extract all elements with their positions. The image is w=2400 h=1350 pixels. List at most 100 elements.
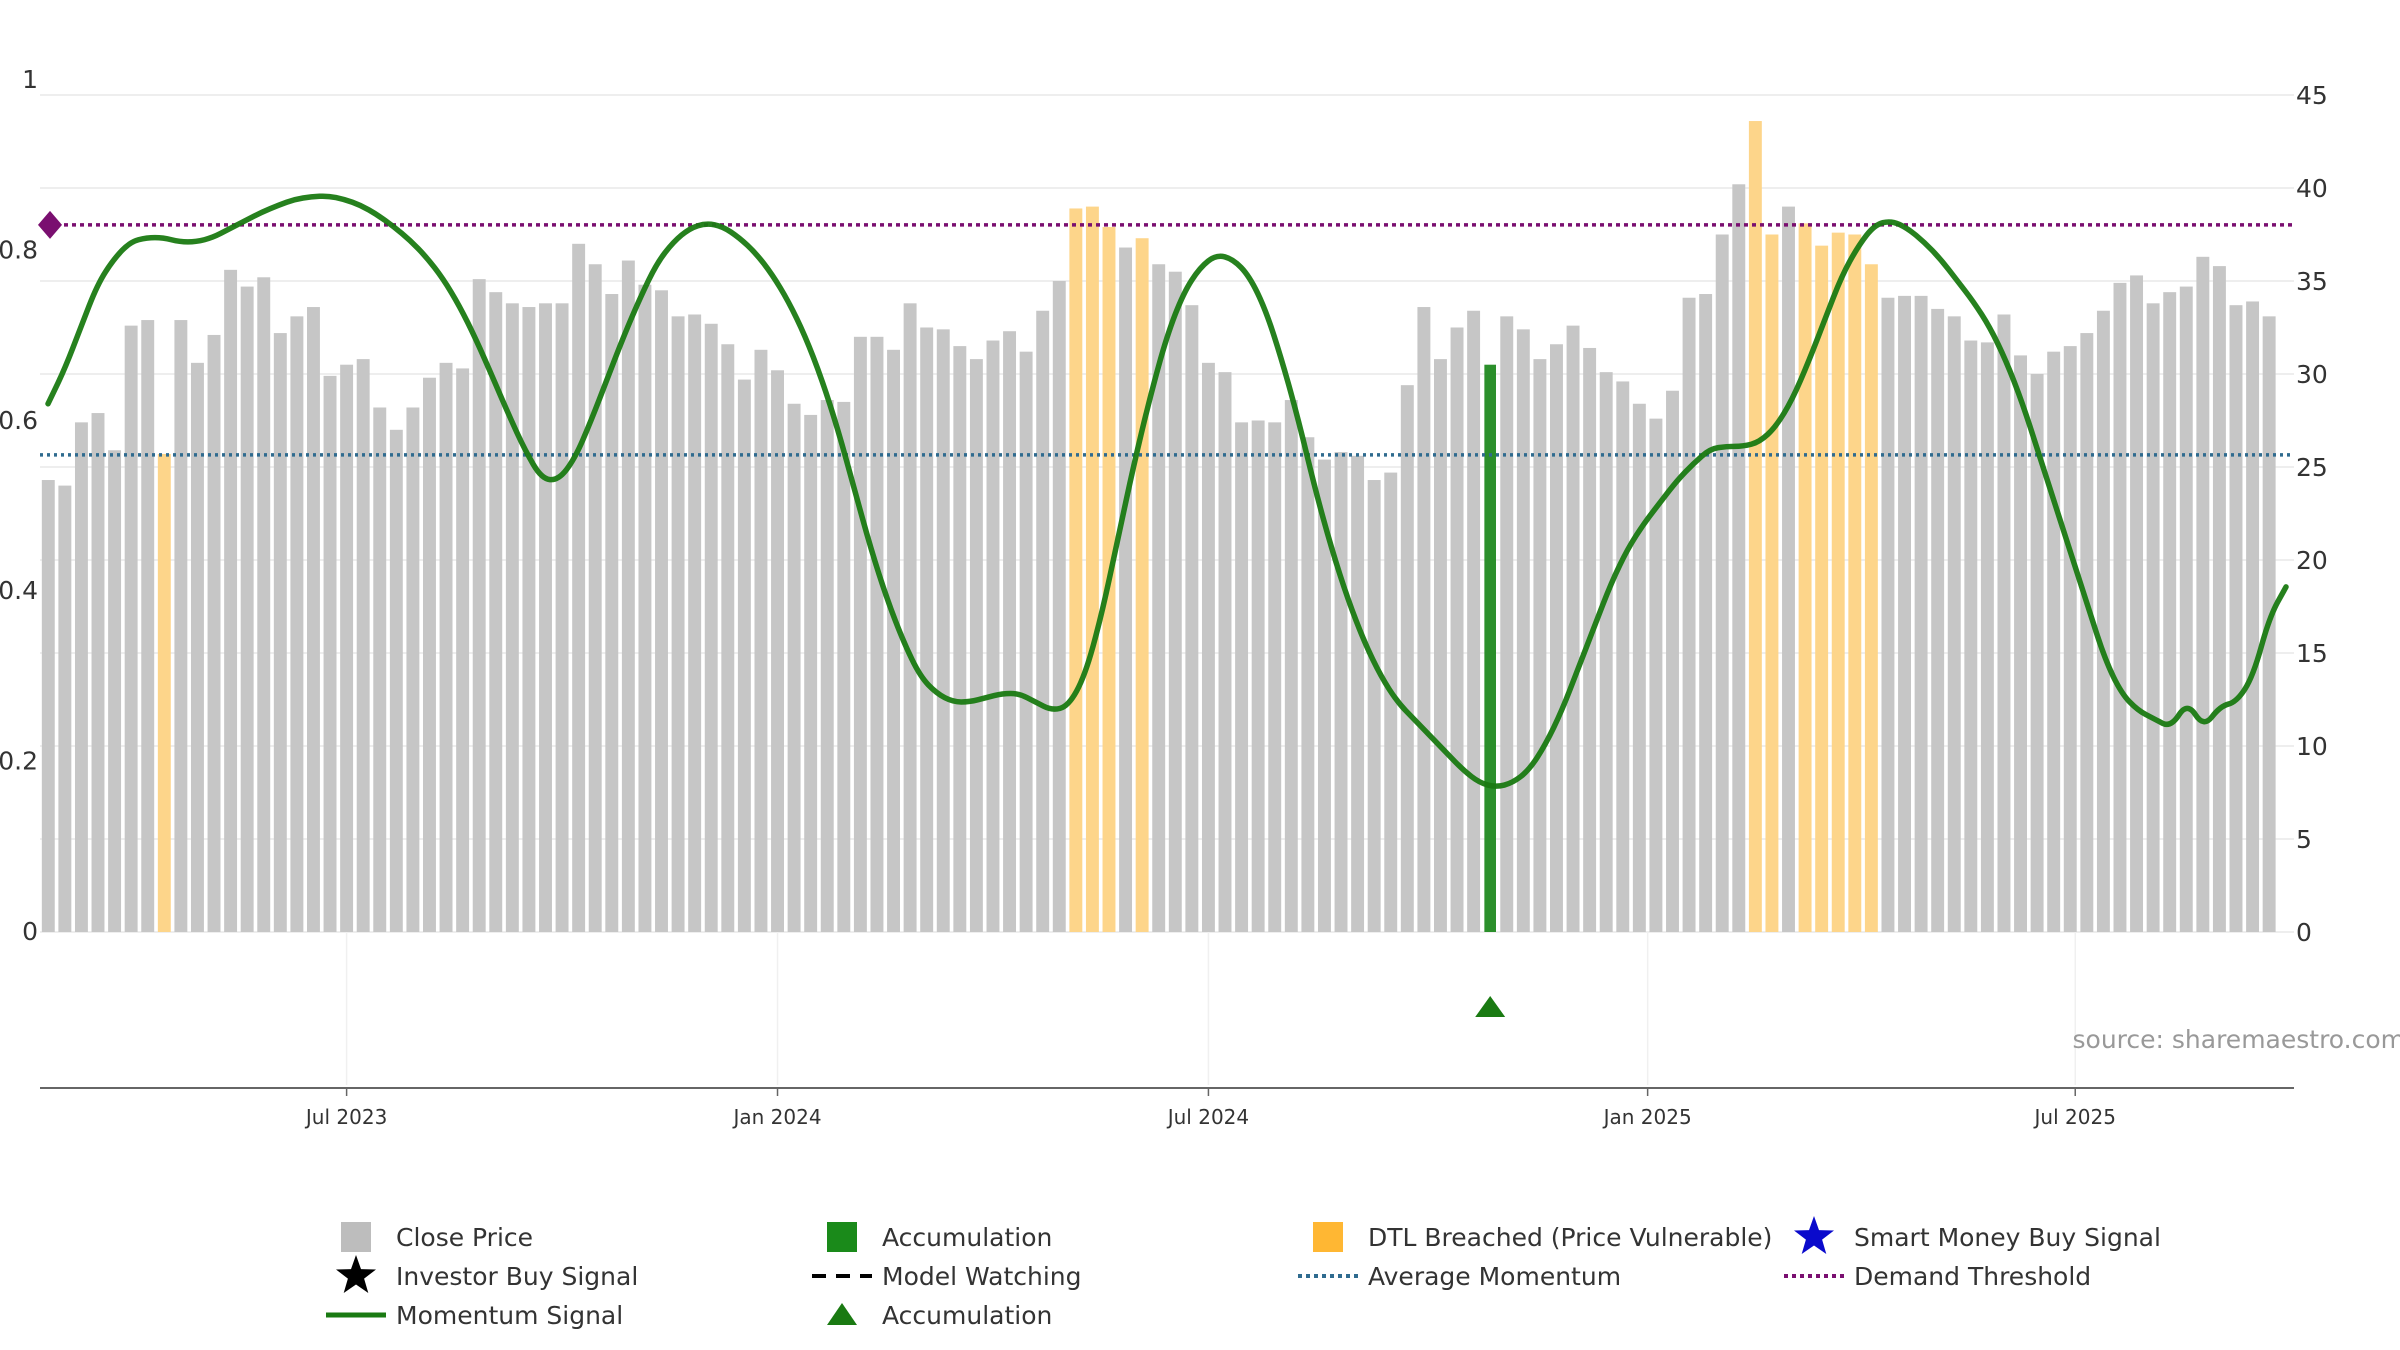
close-price-bar (1317, 459, 1331, 932)
close-price-bar (804, 414, 818, 932)
left-tick-label: 1 (22, 65, 38, 94)
legend-item: Model Watching (812, 1262, 1082, 1291)
close-price-bar (1599, 372, 1613, 932)
close-price-bar (1566, 325, 1580, 932)
close-price-bar (1268, 422, 1282, 932)
right-tick-label: 25 (2296, 453, 2328, 482)
close-price-bar (1732, 184, 1746, 932)
close-price-bar (257, 277, 271, 932)
close-price-bar (489, 292, 503, 932)
close-price-bar (2212, 266, 2226, 932)
legend-swatch (341, 1222, 371, 1252)
dtl-breached-bar (1815, 245, 1829, 932)
x-tick-label: Jan 2024 (731, 1105, 821, 1129)
close-price-bar (1500, 316, 1514, 933)
close-price-bar (273, 333, 287, 933)
accumulation-triangle-marker (1475, 996, 1506, 1017)
close-price-bar (323, 375, 337, 932)
close-price-bar (1450, 327, 1464, 932)
close-price-bar (936, 329, 950, 932)
close-price-bar (1384, 472, 1398, 932)
close-price-bar (1019, 351, 1033, 932)
close-price-bar (1682, 297, 1696, 932)
close-price-bar (1550, 344, 1563, 932)
close-price-bar (2030, 374, 2044, 932)
close-price-bar (2130, 275, 2144, 932)
close-price-bar (621, 260, 635, 932)
close-price-bar (190, 362, 204, 933)
legend-label: Demand Threshold (1854, 1262, 2091, 1291)
close-price-bar (853, 336, 867, 932)
close-price-bar (1931, 308, 1945, 932)
close-price-bar (820, 400, 834, 932)
close-price-bar (1947, 316, 1961, 933)
close-price-bar (1218, 372, 1232, 932)
legend-swatch (827, 1222, 857, 1252)
momentum-signal-line (45, 193, 2289, 789)
close-price-bar (1119, 247, 1133, 932)
close-price-bar (340, 364, 354, 932)
legend-label: Momentum Signal (396, 1301, 623, 1330)
close-price-bar (903, 303, 917, 932)
close-price-bar (2246, 301, 2260, 933)
close-price-bar (1433, 359, 1447, 932)
dtl-breached-bar (1765, 234, 1779, 932)
close-price-bar (373, 407, 387, 933)
close-price-bar (1782, 206, 1795, 933)
close-price-bar (456, 368, 470, 932)
dtl-breached-bar (1848, 234, 1862, 932)
close-price-bar (1367, 480, 1381, 932)
close-price-bar (837, 401, 851, 932)
close-price-bar (505, 303, 519, 932)
legend-label: Close Price (396, 1223, 533, 1252)
close-price-bar (1964, 340, 1978, 932)
close-price-bar (74, 422, 88, 932)
right-tick-label: 20 (2296, 546, 2328, 575)
right-tick-label: 5 (2296, 825, 2312, 854)
close-price-bar (588, 264, 602, 932)
legend-label: Smart Money Buy Signal (1854, 1223, 2161, 1252)
close-price-bar (406, 407, 420, 933)
close-price-bar (1201, 362, 1215, 933)
close-price-bar (986, 340, 1000, 932)
close-price-bar (1881, 297, 1895, 932)
close-price-bar (572, 243, 586, 933)
close-price-bar (969, 359, 983, 932)
dtl-breached-bar (1085, 206, 1099, 933)
close-price-bar (1616, 381, 1630, 932)
close-price-bar (1052, 281, 1066, 932)
close-price-bar (41, 480, 55, 932)
close-price-bar (671, 316, 685, 933)
legend-triangle (827, 1303, 857, 1325)
close-price-bar (522, 307, 536, 932)
close-price-bars (41, 121, 2276, 933)
right-tick-label: 40 (2296, 174, 2328, 203)
legend-item: Demand Threshold (1784, 1262, 2091, 1291)
close-price-bar (1003, 331, 1017, 933)
right-tick-label: 0 (2296, 918, 2312, 947)
legend-item: Investor Buy Signal (336, 1255, 638, 1293)
close-price-bar (1666, 390, 1679, 932)
legend-label: Investor Buy Signal (396, 1262, 638, 1291)
close-price-bar (1351, 455, 1365, 932)
close-price-bar (1284, 400, 1298, 932)
close-price-bar (1914, 295, 1928, 932)
close-price-bar (2196, 256, 2210, 932)
close-price-bar (655, 290, 668, 932)
x-tick-label: Jul 2024 (1166, 1105, 1249, 1129)
close-price-bar (787, 403, 801, 932)
close-price-bar (2113, 282, 2127, 932)
legend-label: Accumulation (882, 1301, 1052, 1330)
close-price-bar (1400, 385, 1414, 932)
legend-star (336, 1255, 376, 1293)
close-price-bar (1980, 342, 1994, 932)
left-tick-label: 0.4 (0, 576, 38, 605)
close-price-bar (2146, 303, 2160, 932)
close-price-bar (870, 336, 884, 932)
close-price-bar (224, 269, 238, 933)
close-price-bar (124, 325, 138, 932)
close-price-bar (1168, 271, 1182, 932)
legend-label: Model Watching (882, 1262, 1082, 1291)
close-price-bar (1334, 452, 1348, 932)
close-price-bar (887, 349, 901, 932)
